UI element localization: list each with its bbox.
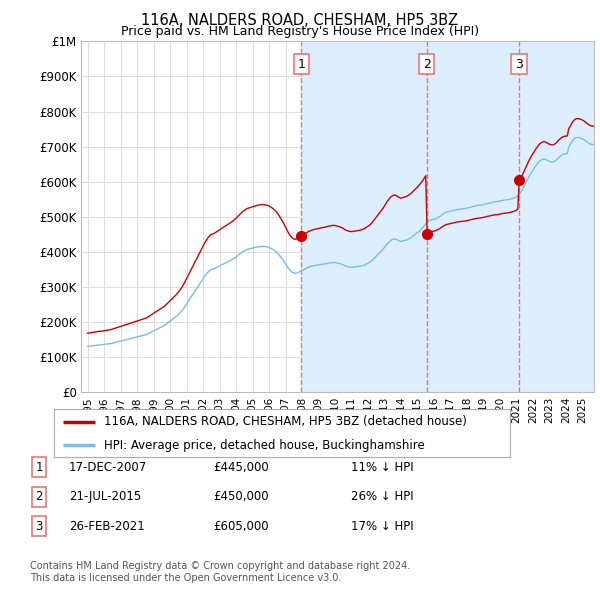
Text: 17-DEC-2007: 17-DEC-2007	[69, 461, 147, 474]
Text: 2: 2	[35, 490, 43, 503]
Text: £445,000: £445,000	[213, 461, 269, 474]
Bar	[519, 41, 594, 392]
Bar	[301, 41, 427, 392]
Text: 26% ↓ HPI: 26% ↓ HPI	[351, 490, 413, 503]
Text: 17% ↓ HPI: 17% ↓ HPI	[351, 520, 413, 533]
Text: HPI: Average price, detached house, Buckinghamshire: HPI: Average price, detached house, Buck…	[104, 438, 425, 452]
Text: Price paid vs. HM Land Registry's House Price Index (HPI): Price paid vs. HM Land Registry's House …	[121, 25, 479, 38]
Text: 11% ↓ HPI: 11% ↓ HPI	[351, 461, 413, 474]
Text: £605,000: £605,000	[213, 520, 269, 533]
Bar	[427, 41, 519, 392]
Text: Contains HM Land Registry data © Crown copyright and database right 2024.
This d: Contains HM Land Registry data © Crown c…	[30, 561, 410, 583]
Text: 1: 1	[298, 58, 305, 71]
Text: 2: 2	[422, 58, 431, 71]
Text: 3: 3	[515, 58, 523, 71]
Text: 1: 1	[35, 461, 43, 474]
Text: 21-JUL-2015: 21-JUL-2015	[69, 490, 141, 503]
Text: £450,000: £450,000	[213, 490, 269, 503]
Text: 26-FEB-2021: 26-FEB-2021	[69, 520, 145, 533]
Text: 116A, NALDERS ROAD, CHESHAM, HP5 3BZ (detached house): 116A, NALDERS ROAD, CHESHAM, HP5 3BZ (de…	[104, 415, 467, 428]
Text: 3: 3	[35, 520, 43, 533]
Text: 116A, NALDERS ROAD, CHESHAM, HP5 3BZ: 116A, NALDERS ROAD, CHESHAM, HP5 3BZ	[142, 13, 458, 28]
